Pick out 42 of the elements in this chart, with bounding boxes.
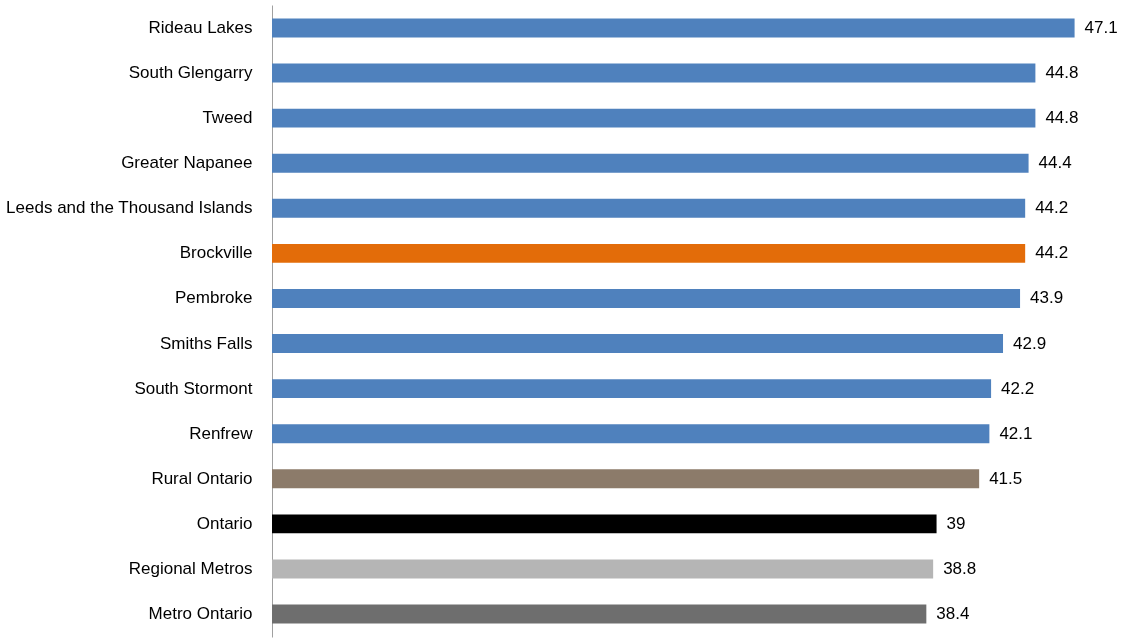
bar	[272, 559, 934, 579]
bar	[272, 604, 927, 624]
data-label: 47.1	[1084, 17, 1118, 37]
data-label: 39	[946, 513, 966, 533]
y-tick-label: Leeds and the Thousand Islands	[6, 198, 253, 218]
bar	[272, 63, 1036, 83]
y-tick-label: South Glengarry	[128, 63, 253, 83]
bar	[272, 514, 937, 534]
data-label: 42.2	[1001, 378, 1035, 398]
data-label: 42.9	[1013, 333, 1047, 353]
y-tick-label: Regional Metros	[128, 558, 253, 578]
y-tick-label: Tweed	[202, 108, 253, 128]
bar	[272, 334, 1004, 354]
data-label: 44.2	[1035, 243, 1069, 263]
bar	[272, 243, 1026, 263]
y-tick-label: Rideau Lakes	[148, 17, 253, 37]
data-label: 41.5	[989, 468, 1023, 488]
data-label: 38.8	[943, 558, 977, 578]
y-tick-label: Rural Ontario	[151, 468, 253, 488]
data-label: 42.1	[999, 423, 1033, 443]
y-tick-label: Brockville	[179, 243, 253, 263]
data-label: 44.8	[1045, 108, 1079, 128]
y-tick-label: Pembroke	[175, 288, 253, 308]
bar	[272, 198, 1026, 218]
bar	[272, 379, 992, 399]
bar	[272, 469, 980, 489]
y-tick-label: Metro Ontario	[148, 604, 253, 624]
data-label: 44.2	[1035, 198, 1069, 218]
bar	[272, 288, 1021, 308]
y-tick-label: Smiths Falls	[159, 333, 253, 353]
data-label: 38.4	[936, 604, 970, 624]
y-tick-label: South Stormont	[134, 378, 253, 398]
y-tick-label: Renfrew	[189, 423, 254, 443]
bar	[272, 108, 1036, 128]
bar	[272, 18, 1075, 38]
bar	[272, 153, 1029, 173]
data-label: 44.8	[1045, 63, 1079, 83]
y-tick-label: Greater Napanee	[121, 153, 253, 173]
bar	[272, 424, 990, 444]
y-tick-label: Ontario	[196, 513, 253, 533]
data-label: 43.9	[1030, 288, 1064, 308]
data-label: 44.4	[1038, 153, 1072, 173]
